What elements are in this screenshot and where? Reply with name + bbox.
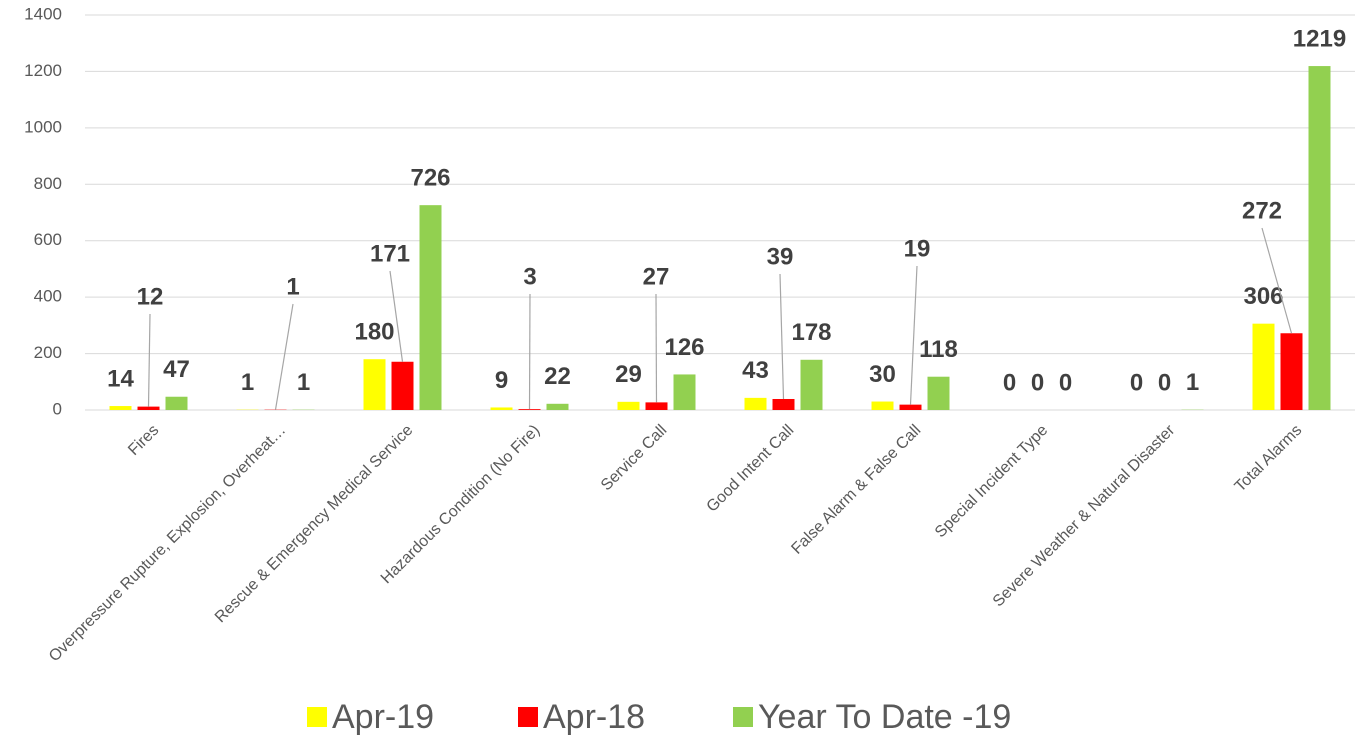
data-label: 1 [241,369,254,396]
bar [546,403,569,410]
data-label: 1219 [1293,25,1346,52]
y-tick-label: 1200 [24,61,62,80]
x-tick-label: Overpressure Rupture, Explosion, Overhea… [46,422,289,665]
data-label: 1 [1186,369,1199,396]
legend-swatch [307,707,327,727]
y-tick-label: 600 [34,230,62,249]
y-tick-label: 0 [53,399,62,418]
data-label: 126 [664,334,704,361]
bar [1252,323,1275,410]
data-label: 9 [495,367,508,394]
bar [899,404,922,410]
y-tick-label: 1400 [24,4,62,23]
bar [673,374,696,410]
bar [391,361,414,410]
data-label: 1 [297,369,310,396]
bar [518,409,541,410]
legend-swatch [518,707,538,727]
bar [800,359,823,410]
legend-label: Apr-19 [332,698,434,736]
bar [617,401,640,410]
bar [871,401,894,410]
data-label: 47 [163,356,190,383]
data-label: 12 [137,283,164,310]
bar [137,406,160,410]
leader-line [147,313,151,407]
legend-swatch [733,707,753,727]
bar [927,376,950,410]
bar [744,397,767,410]
data-label: 272 [1242,197,1282,224]
data-label: 306 [1243,283,1283,310]
data-label: 0 [1031,369,1044,396]
leader-line [909,265,918,405]
data-label: 43 [742,357,769,384]
y-tick-label: 1000 [24,117,62,136]
bar [490,407,513,410]
leader-line [274,303,294,410]
bar [1308,66,1331,410]
x-tick-label: Service Call [598,422,670,494]
data-label: 0 [1130,369,1143,396]
data-label: 14 [107,365,134,392]
y-tick-label: 200 [34,343,62,362]
bar [645,402,668,410]
x-tick-label: Rescue & Emergency Medical Service [212,422,417,627]
leader-line [528,293,531,410]
data-label: 39 [767,243,794,270]
bar [363,359,386,410]
leader-line [779,273,785,400]
x-tick-label: Good Intent Call [704,422,798,516]
legend-label: Year To Date -19 [758,698,1011,736]
data-label: 118 [919,336,958,363]
data-label: 22 [544,363,571,390]
data-label: 180 [354,319,394,346]
leader-line [1261,227,1293,334]
data-label: 30 [869,361,896,388]
data-label: 3 [523,263,536,290]
data-label: 19 [904,235,931,262]
bar [772,398,795,410]
x-tick-label: Total Alarms [1232,422,1306,496]
x-tick-label: Special Incident Type [932,422,1051,541]
data-label: 171 [370,240,410,267]
data-label: 27 [643,263,670,290]
y-tick-label: 400 [34,287,62,306]
legend-label: Apr-18 [543,698,645,736]
leader-line [389,270,404,362]
bar [1280,333,1303,410]
data-label: 29 [615,361,642,388]
data-label: 1 [286,273,299,300]
bar [109,406,132,410]
bar [165,396,188,410]
bar [419,205,442,410]
y-tick-label: 800 [34,174,62,193]
data-label: 726 [410,165,450,192]
data-label: 0 [1158,369,1171,396]
data-label: 0 [1003,369,1016,396]
x-tick-label: Fires [125,422,162,459]
data-label: 0 [1059,369,1072,396]
x-tick-label: False Alarm & False Call [788,422,924,558]
leader-line [655,293,658,403]
data-label: 178 [791,319,831,346]
